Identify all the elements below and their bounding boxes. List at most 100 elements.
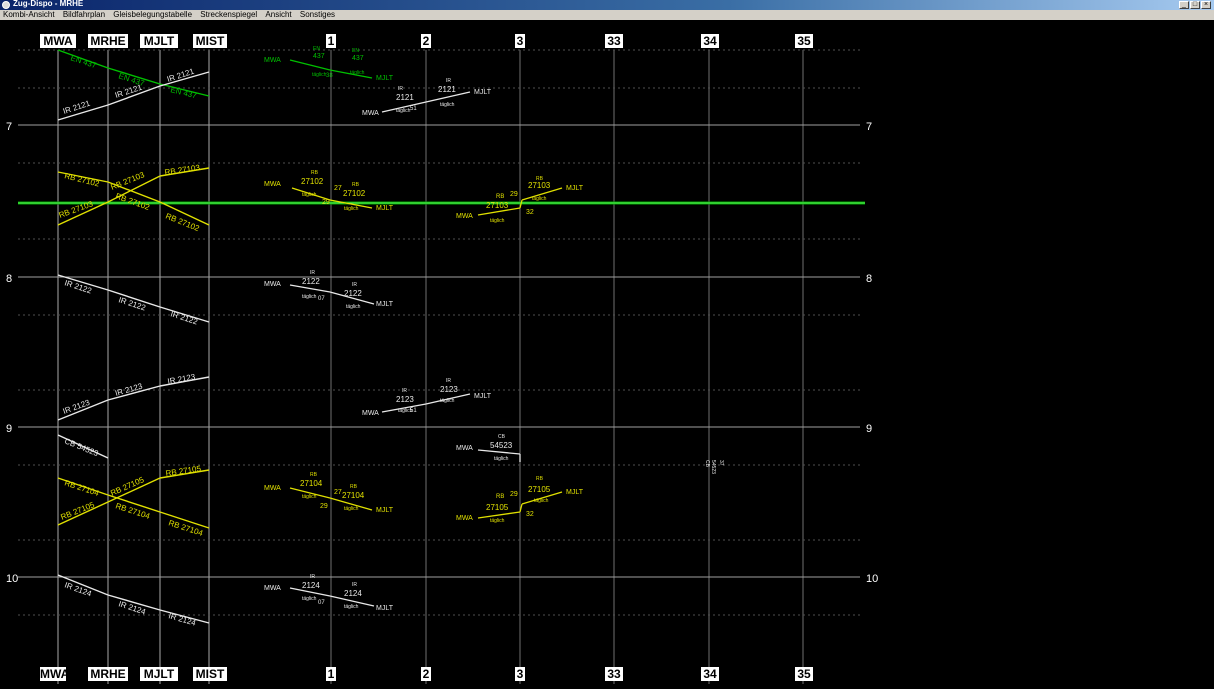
train-label-22: RB 27105 — [59, 500, 96, 522]
track-label-4: 38 — [326, 73, 333, 79]
track-label-61: RB — [310, 472, 318, 478]
track-label-30: 29 — [510, 191, 518, 198]
train-path-19 — [57, 477, 109, 496]
track-footer-35[interactable]: 35 — [795, 667, 813, 681]
track-label-10: IR — [398, 86, 403, 92]
track-label-89: CB — [704, 460, 710, 468]
occupancy-segment-21 — [329, 595, 375, 607]
station-footer-mjlt[interactable]: MJLT — [140, 667, 178, 681]
train-path-24 — [159, 469, 210, 479]
track-label-86: 2124 — [344, 589, 362, 598]
menu-ansicht[interactable]: Ansicht — [265, 10, 292, 19]
station-header-mjlt[interactable]: MJLT — [140, 34, 178, 48]
track-label-79: MJLT — [566, 489, 584, 496]
timetable-canvas[interactable]: 7 7 8 8 9 9 10 10 EN 437 EN 437 EN 437 IR 2121 IR 21… — [0, 20, 1214, 684]
train-path-18 — [57, 434, 109, 459]
occupancy-segment-11 — [381, 403, 427, 413]
menu-streckenspiegel[interactable]: Streckenspiegel — [200, 10, 258, 19]
occupancy-segment-5 — [329, 199, 373, 209]
track-label-11: 2121 — [396, 93, 414, 102]
track-label-25: täglich — [344, 206, 359, 212]
track-label-37: MJLT — [566, 185, 584, 192]
train-path-26 — [107, 594, 161, 611]
menu-kombi-ansicht[interactable]: Kombi-Ansicht — [3, 10, 55, 19]
train-path-8 — [159, 201, 210, 226]
train-label-27: IR 2124 — [167, 611, 197, 628]
track-header-2[interactable]: 2 — [421, 34, 431, 48]
station-header-mwa[interactable]: MWA — [40, 34, 76, 48]
track-label-68: 29 — [320, 503, 328, 510]
train-label-11: RB 27103 — [164, 163, 201, 177]
train-path-1 — [107, 67, 161, 85]
occupancy-segment-20 — [289, 587, 331, 597]
station-header-mrhe[interactable]: MRHE — [88, 34, 128, 48]
occupancy-segment-6 — [477, 207, 521, 216]
hour-label-left-1: 8 — [6, 273, 12, 285]
track-label-65: RB — [350, 484, 358, 490]
occupancy-segment-10 — [329, 291, 375, 305]
track-label-76: 27105 — [528, 485, 551, 494]
track-header-33[interactable]: 33 — [605, 34, 623, 48]
track-footer-2[interactable]: 2 — [421, 667, 431, 681]
station-header-mist[interactable]: MIST — [193, 34, 227, 48]
station-footer-mrhe[interactable]: MRHE — [88, 667, 128, 681]
occupancy-segment-12 — [425, 393, 471, 405]
track-label-77: täglich — [534, 498, 549, 504]
menu-sonstiges[interactable]: Sonstiges — [299, 10, 336, 19]
train-path-13 — [107, 289, 161, 308]
track-label-28: MWA — [456, 213, 473, 220]
track-header-1[interactable]: 1 — [326, 34, 336, 48]
track-label-51: 51 — [410, 408, 417, 414]
track-label-56: MWA — [456, 445, 473, 452]
track-label-17: MJLT — [474, 89, 492, 96]
menu-gleisbelegungstabelle[interactable]: Gleisbelegungstabelle — [113, 10, 193, 19]
menu-bildfahrplan[interactable]: Bildfahrplan — [62, 10, 106, 19]
track-label-14: IR — [446, 78, 451, 84]
track-label-6: 437 — [352, 55, 364, 62]
hour-label-left-0: 7 — [6, 121, 12, 133]
station-footer-mist[interactable]: MIST — [193, 667, 227, 681]
track-header-3[interactable]: 3 — [515, 34, 525, 48]
track-label-27: MJLT — [376, 205, 394, 212]
train-label-18: CB 54523 — [63, 437, 100, 459]
train-path-0 — [57, 49, 109, 69]
train-path-12 — [57, 274, 109, 291]
track-footer-34[interactable]: 34 — [701, 667, 719, 681]
track-label-7: täglich — [350, 70, 365, 76]
track-label-43: IR — [352, 282, 357, 288]
track-label-23: RB — [352, 182, 360, 188]
track-header-35[interactable]: 35 — [795, 34, 813, 48]
track-header-34[interactable]: 34 — [701, 34, 719, 48]
track-label-2: 437 — [313, 53, 325, 60]
train-path-3 — [57, 104, 109, 121]
occupancy-segment-7 — [519, 199, 523, 209]
train-path-10 — [107, 175, 161, 203]
train-path-16 — [107, 385, 161, 401]
minimize-button[interactable]: _ — [1179, 1, 1189, 9]
track-label-18: MWA — [264, 181, 281, 188]
track-label-71: RB — [496, 494, 504, 500]
station-footer-mwa[interactable]: MWA — [40, 667, 70, 681]
maximize-button[interactable]: □ — [1190, 1, 1200, 9]
train-label-21: RB 27104 — [167, 518, 204, 538]
train-path-21 — [159, 511, 210, 529]
track-label-3: täglich — [312, 72, 327, 78]
title-bar[interactable]: Zug-Dispo - MRHE _ □ × — [0, 0, 1214, 10]
track-footer-3[interactable]: 3 — [515, 667, 525, 681]
track-label-90: 54523 — [710, 460, 716, 474]
track-label-16: täglich — [440, 102, 455, 108]
track-footer-33[interactable]: 33 — [605, 667, 623, 681]
close-button[interactable]: × — [1201, 1, 1211, 9]
app-icon[interactable] — [2, 1, 10, 9]
track-label-81: IR — [310, 574, 315, 580]
occupancy-segment-3 — [425, 91, 471, 103]
track-label-29: RB — [496, 194, 504, 200]
track-footer-1[interactable]: 1 — [326, 667, 336, 681]
track-label-8: MJLT — [376, 75, 394, 82]
window-controls: _ □ × — [1179, 1, 1211, 9]
occupancy-segment-1 — [329, 69, 373, 79]
track-label-67: täglich — [344, 506, 359, 512]
track-label-85: IR — [352, 582, 357, 588]
occupancy-segment-0 — [289, 59, 331, 71]
